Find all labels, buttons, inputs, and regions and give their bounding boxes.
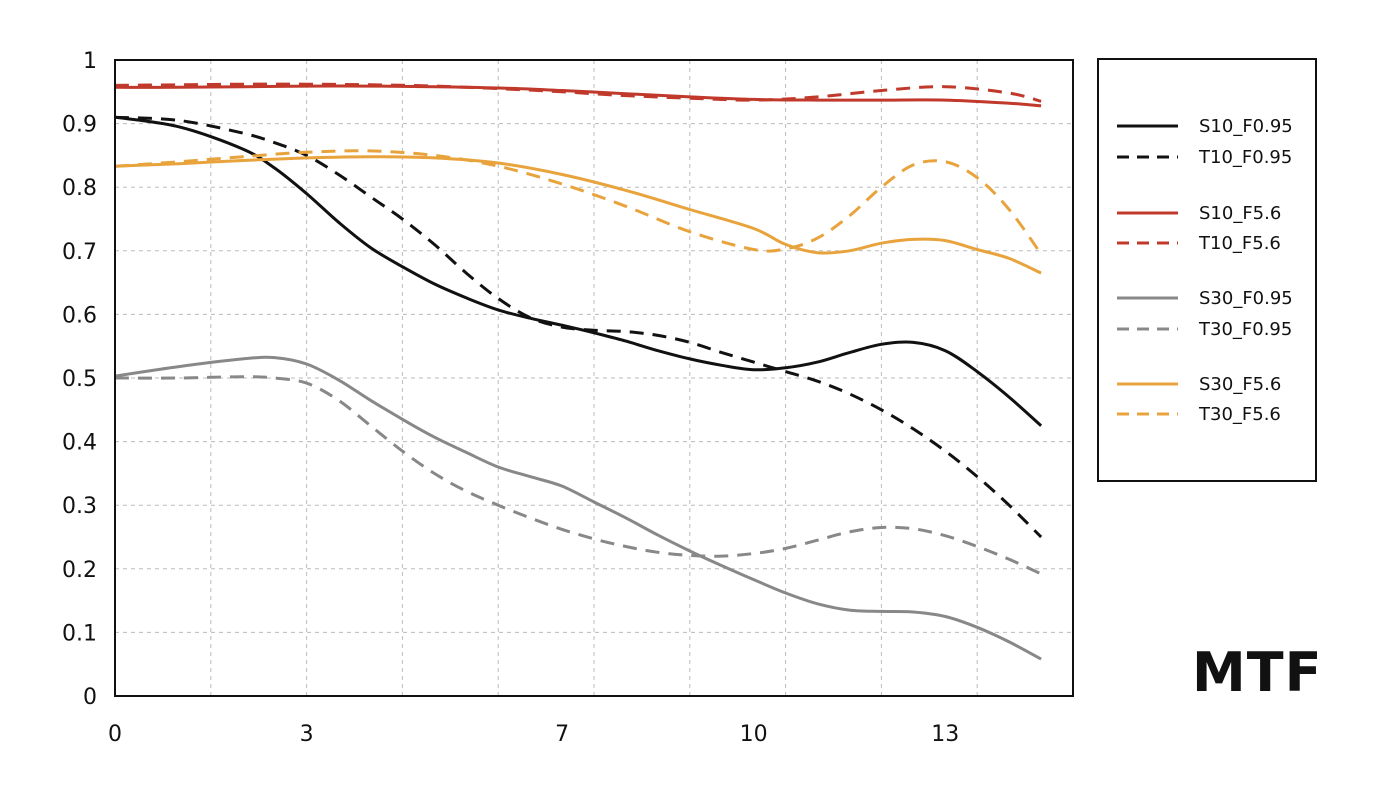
grid-lines: [115, 60, 1073, 696]
legend-label-t10-f0-95: T10_F0.95: [1198, 147, 1292, 168]
y-tick-label: 0.3: [62, 494, 97, 519]
x-tick-label: 13: [931, 722, 959, 747]
y-tick-label: 0: [83, 685, 97, 710]
series-line-t30-f0-95: [114, 375, 1042, 576]
legend-label-s30-f5-6: S30_F5.6: [1199, 374, 1281, 395]
y-tick-label: 0.5: [62, 367, 97, 392]
series-line-t10-f5-6: [114, 82, 1042, 103]
series-line-t10-f0-95: [114, 115, 1043, 539]
series-line-s10-f0-95: [114, 115, 1043, 427]
legend-label-s10-f5-6: S10_F5.6: [1199, 203, 1281, 224]
y-tick-label: 0.4: [62, 431, 97, 456]
y-tick-labels: 0 0.1 0.2 0.3 0.4 0.5 0.6 0.7 0.8 0.9 1: [62, 49, 97, 710]
x-tick-label: 7: [555, 722, 569, 747]
series-line-s30-f5-6: [114, 155, 1042, 275]
x-tick-label: 0: [108, 722, 122, 747]
y-tick-label: 0.6: [62, 303, 97, 328]
x-tick-label: 10: [740, 722, 768, 747]
legend-box: [1097, 58, 1317, 482]
legend-label-t10-f5-6: T10_F5.6: [1198, 233, 1281, 254]
legend-label-t30-f0-95: T30_F0.95: [1198, 319, 1292, 340]
series-layer: [114, 82, 1043, 661]
x-tick-label: 3: [300, 722, 314, 747]
y-tick-label: 0.8: [62, 176, 97, 201]
series-line-s30-f0-95: [114, 355, 1042, 661]
legend-label-t30-f5-6: T30_F5.6: [1198, 404, 1281, 425]
legend-label-s10-f0-95: S10_F0.95: [1199, 116, 1293, 137]
x-tick-labels: 0 3 7 10 13: [108, 722, 959, 747]
y-tick-label: 0.1: [62, 621, 97, 646]
chart-title: MTF: [1192, 641, 1323, 704]
y-tick-label: 0.9: [62, 113, 97, 138]
y-tick-label: 0.7: [62, 240, 97, 265]
legend-label-s30-f0-95: S30_F0.95: [1199, 288, 1293, 309]
series-line-t30-f5-6: [114, 149, 1043, 255]
plot-frame: [114, 59, 1074, 697]
y-tick-label: 1: [83, 49, 97, 74]
legend: S10_F0.95 T10_F0.95 S10_F5.6 T10_F5.6 S30_F0…: [1097, 58, 1317, 482]
y-tick-label: 0.2: [62, 558, 97, 583]
series-line-s10-f5-6: [114, 84, 1042, 108]
